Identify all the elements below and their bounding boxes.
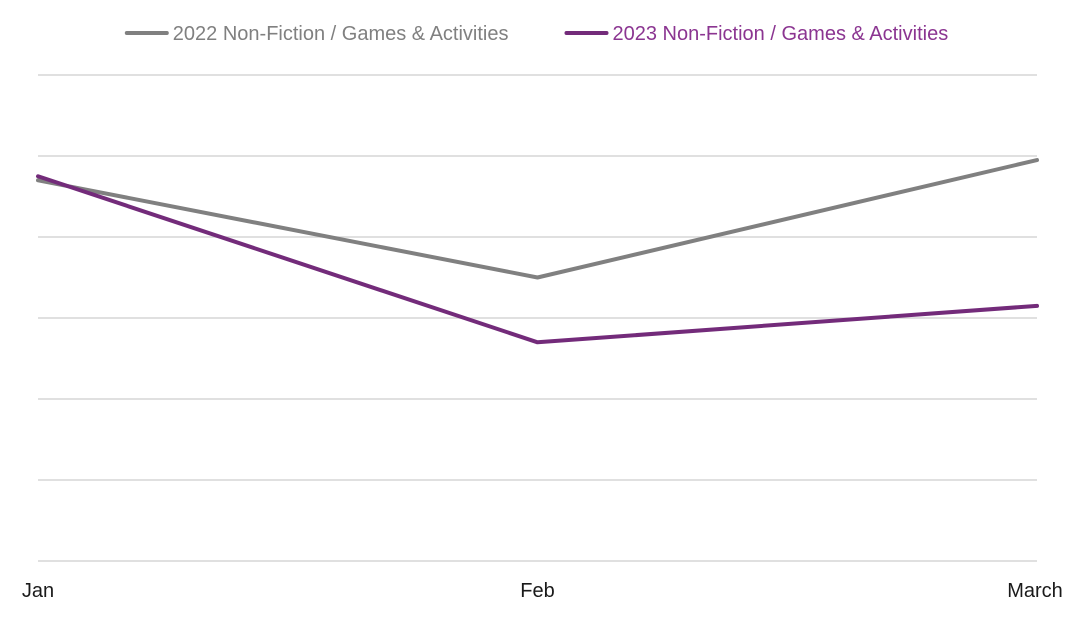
legend-item-1: 2022 Non-Fiction / Games & Activities: [124, 23, 509, 45]
series-line-1: [36, 158, 1039, 280]
chart-series: [36, 158, 1039, 345]
x-tick-label: Feb: [520, 580, 554, 602]
legend-label: 2023 Non-Fiction / Games & Activities: [613, 23, 949, 45]
x-tick-label: March: [1007, 580, 1063, 602]
legend-label: 2022 Non-Fiction / Games & Activities: [173, 23, 509, 45]
chart-legend: 2022 Non-Fiction / Games & Activities 202…: [124, 23, 949, 45]
x-tick-label: Jan: [22, 580, 54, 602]
legend-item-2: 2023 Non-Fiction / Games & Activities: [564, 23, 949, 45]
chart-grid: [38, 74, 1037, 562]
x-axis-ticks: Jan Feb March: [22, 580, 1063, 602]
